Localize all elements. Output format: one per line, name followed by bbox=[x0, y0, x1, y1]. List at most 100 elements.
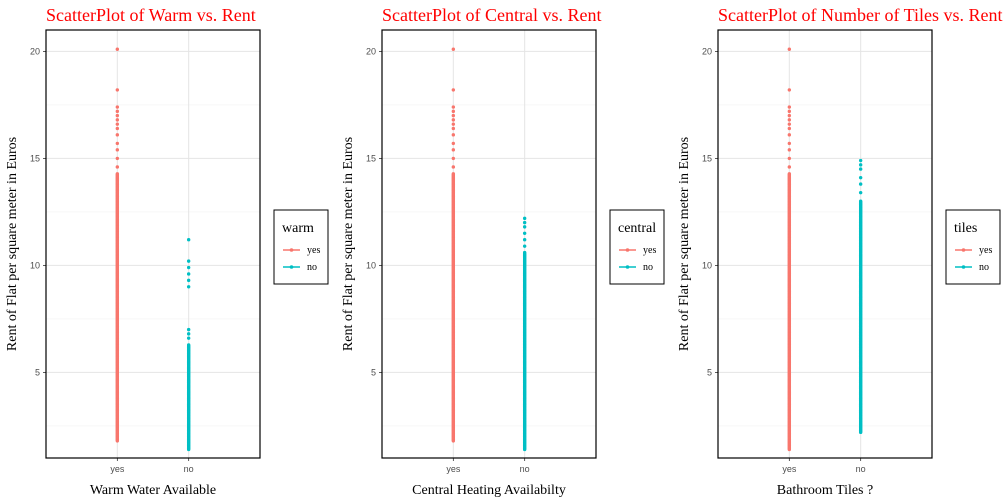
legend-key-point-no bbox=[289, 265, 294, 269]
data-point-no bbox=[186, 238, 191, 242]
legend-key-point-yes bbox=[289, 248, 294, 252]
x-tick-label: no bbox=[184, 464, 194, 474]
legend-title: tiles bbox=[954, 221, 977, 236]
data-point-yes bbox=[787, 88, 792, 92]
series-yes bbox=[787, 47, 792, 452]
legend-key-point-yes bbox=[625, 248, 630, 252]
legend-title: warm bbox=[282, 221, 314, 236]
y-tick-label: 10 bbox=[30, 260, 40, 270]
data-point-yes bbox=[115, 105, 120, 109]
legend-label-no: no bbox=[307, 262, 317, 273]
y-tick-label: 10 bbox=[366, 260, 376, 270]
data-point-yes bbox=[787, 105, 792, 109]
legend: central yes no bbox=[609, 209, 665, 285]
data-point-yes bbox=[787, 141, 792, 146]
data-point-yes bbox=[115, 133, 120, 137]
x-tick-label: yes bbox=[782, 464, 797, 474]
plot-panel-border bbox=[381, 29, 597, 459]
chart-title: ScatterPlot of Number of Tiles vs. Rent bbox=[718, 5, 1003, 25]
plot-panel-border bbox=[717, 29, 933, 459]
data-point-no bbox=[186, 336, 191, 340]
legend-label-yes: yes bbox=[307, 245, 320, 256]
data-point-yes bbox=[451, 105, 456, 109]
legend-box bbox=[945, 209, 1001, 285]
data-point-no bbox=[186, 332, 191, 336]
data-point-yes bbox=[451, 156, 456, 161]
data-point-no bbox=[522, 216, 527, 221]
series-no bbox=[858, 158, 863, 435]
data-point-yes bbox=[451, 122, 456, 126]
data-point-no bbox=[858, 190, 863, 195]
data-point-no bbox=[522, 244, 527, 248]
data-point-yes bbox=[451, 133, 456, 137]
data-point-yes bbox=[115, 172, 120, 176]
data-point-yes bbox=[787, 148, 792, 152]
data-point-no bbox=[858, 158, 863, 163]
data-point-no bbox=[186, 327, 191, 332]
y-tick-label: 5 bbox=[707, 367, 712, 377]
chart-title: ScatterPlot of Central vs. Rent bbox=[382, 5, 601, 25]
data-point-yes bbox=[115, 118, 120, 122]
legend-key-point-yes bbox=[961, 248, 966, 252]
data-point-yes bbox=[787, 165, 792, 169]
data-point-yes bbox=[451, 47, 456, 51]
legend-key-point-no bbox=[625, 265, 630, 269]
data-point-yes bbox=[787, 109, 792, 114]
plot-panel-border bbox=[45, 29, 261, 459]
data-point-yes bbox=[115, 88, 120, 92]
series-no bbox=[186, 238, 191, 452]
y-tick-label: 20 bbox=[30, 46, 40, 56]
chart-title: ScatterPlot of Warm vs. Rent bbox=[46, 5, 256, 25]
x-axis-title: Warm Water Available bbox=[90, 483, 216, 498]
series-no bbox=[522, 216, 527, 452]
data-point-no bbox=[522, 238, 527, 242]
data-point-no bbox=[186, 259, 191, 263]
data-point-no bbox=[186, 272, 191, 276]
y-tick-label: 15 bbox=[30, 153, 40, 163]
data-point-yes bbox=[115, 113, 120, 118]
data-point-yes bbox=[115, 165, 120, 169]
data-point-yes bbox=[451, 148, 456, 152]
series-yes bbox=[115, 47, 120, 443]
data-point-yes bbox=[787, 118, 792, 122]
data-point-no bbox=[858, 182, 863, 186]
data-point-yes bbox=[451, 118, 456, 122]
data-point-no bbox=[186, 343, 191, 347]
data-point-yes bbox=[115, 156, 120, 161]
data-point-yes bbox=[787, 122, 792, 126]
x-tick-label: yes bbox=[110, 464, 125, 474]
x-axis-title: Bathroom Tiles ? bbox=[777, 483, 873, 498]
data-point-yes bbox=[115, 122, 120, 126]
data-point-yes bbox=[115, 109, 120, 114]
data-point-yes bbox=[451, 165, 456, 169]
y-tick-label: 20 bbox=[702, 46, 712, 56]
y-tick-label: 15 bbox=[366, 153, 376, 163]
data-point-yes bbox=[787, 126, 792, 131]
data-point-yes bbox=[451, 172, 456, 176]
data-point-yes bbox=[787, 113, 792, 118]
y-tick-label: 5 bbox=[35, 367, 40, 377]
data-point-no bbox=[522, 220, 527, 225]
legend-label-yes: yes bbox=[979, 245, 992, 256]
legend-label-yes: yes bbox=[643, 245, 656, 256]
legend-label-no: no bbox=[643, 262, 653, 273]
data-point-no bbox=[522, 250, 527, 255]
data-point-no bbox=[186, 285, 191, 289]
x-tick-label: yes bbox=[446, 464, 461, 474]
x-tick-label: no bbox=[856, 464, 866, 474]
y-axis-title: Rent of Flat per square meter in Euros bbox=[5, 137, 20, 351]
legend-key-point-no bbox=[961, 265, 966, 269]
y-axis-title: Rent of Flat per square meter in Euros bbox=[341, 137, 356, 351]
series-yes bbox=[451, 47, 456, 443]
legend-title: central bbox=[618, 221, 656, 236]
x-axis-title: Central Heating Availabilty bbox=[412, 483, 566, 498]
data-point-yes bbox=[451, 141, 456, 146]
data-point-no bbox=[858, 167, 863, 171]
data-point-yes bbox=[451, 88, 456, 92]
legend-box bbox=[609, 209, 665, 285]
data-point-yes bbox=[451, 126, 456, 131]
legend-label-no: no bbox=[979, 262, 989, 273]
data-point-no bbox=[186, 265, 191, 270]
